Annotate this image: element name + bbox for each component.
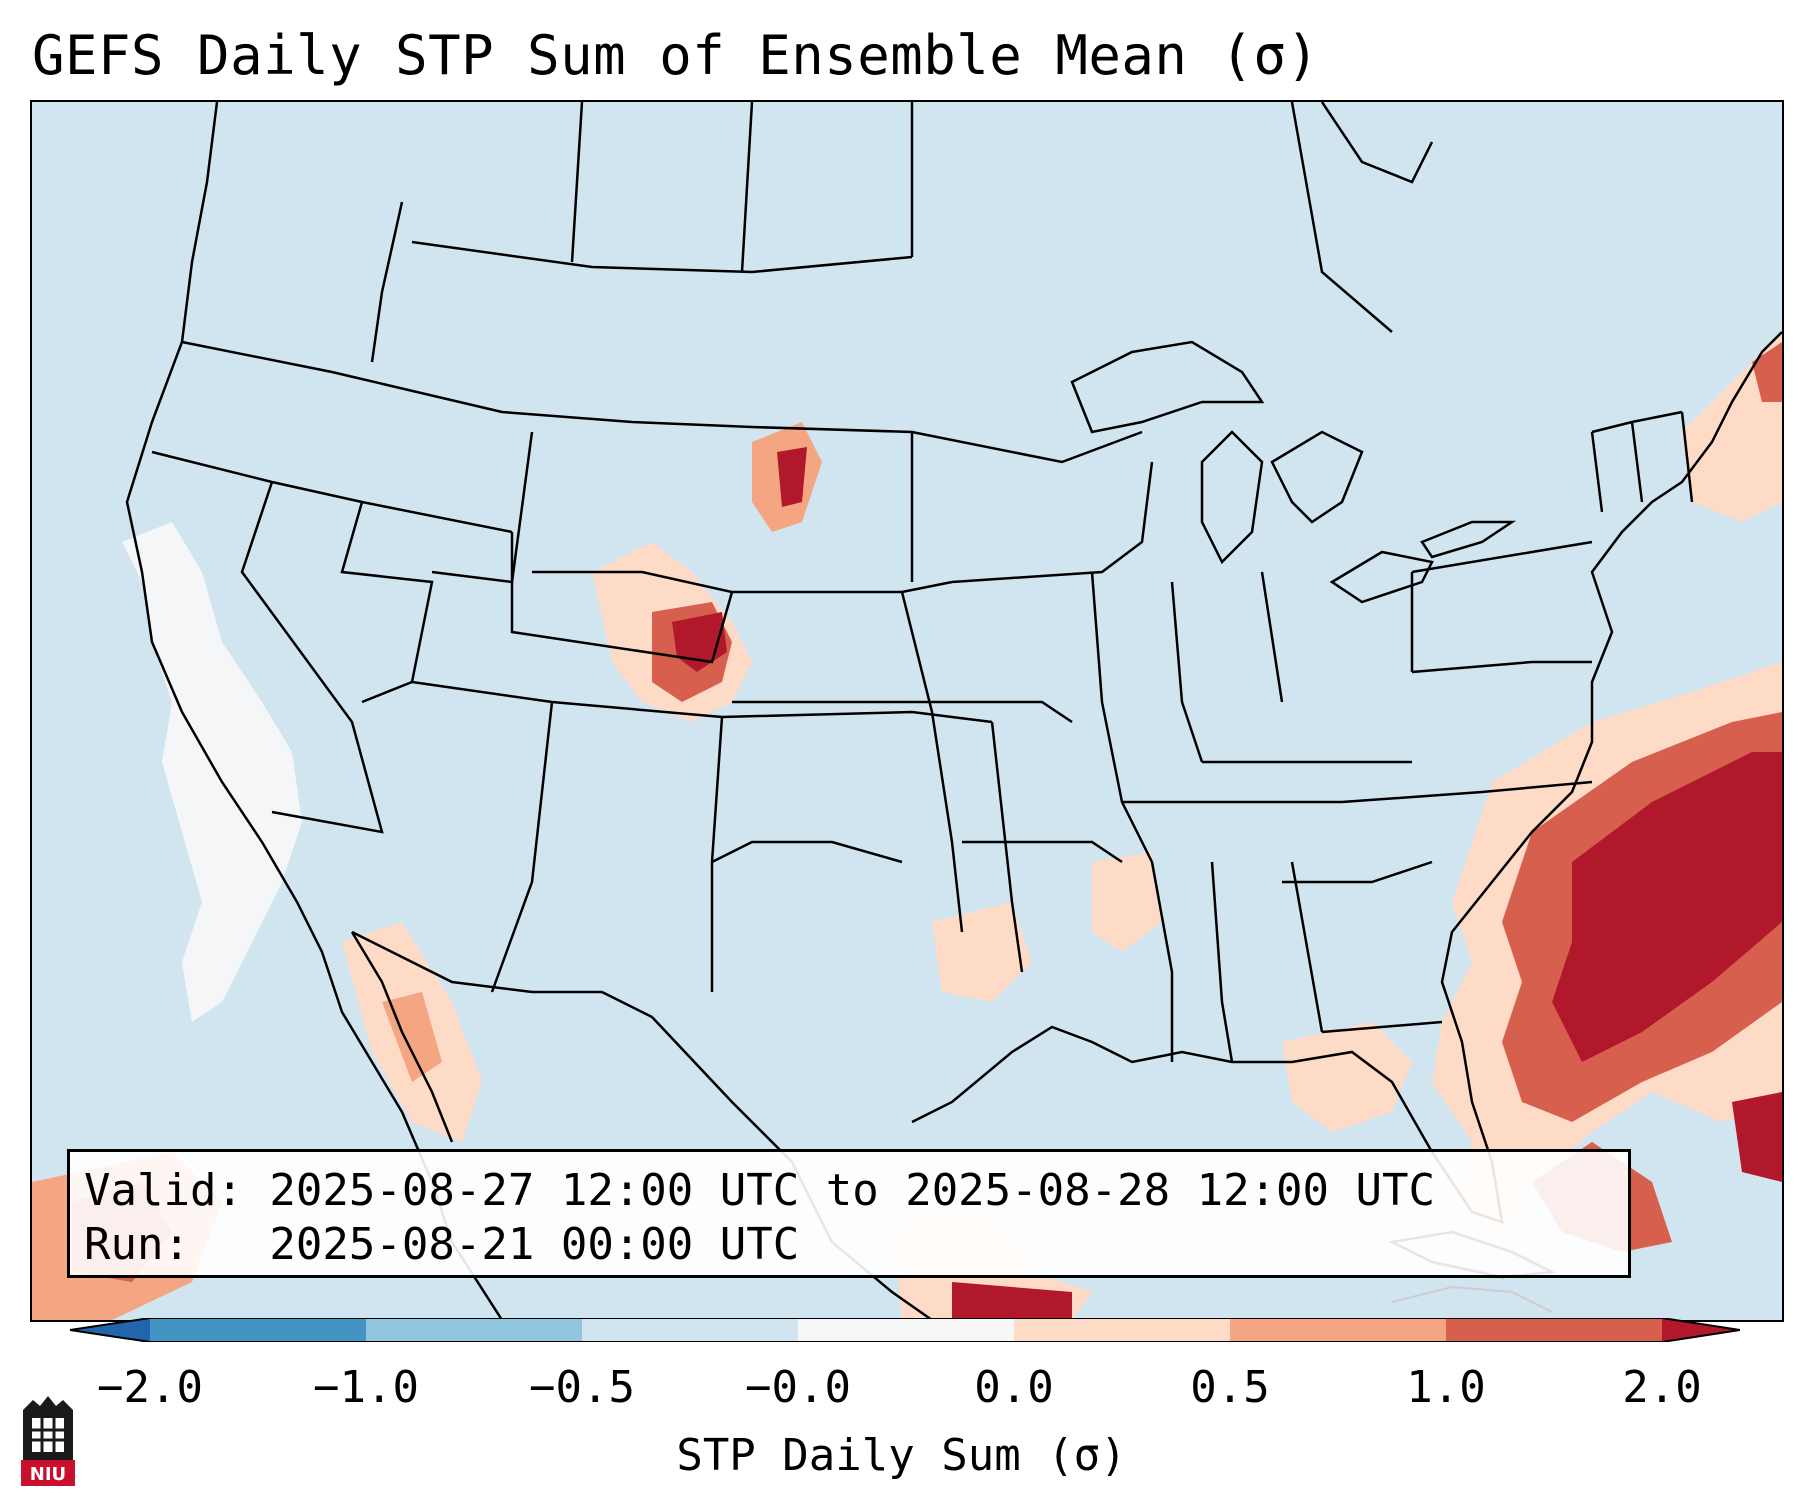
valid-time-line: Valid: 2025-08-27 12:00 UTC to 2025-08-2… bbox=[84, 1165, 1436, 1216]
svg-text:NIU: NIU bbox=[30, 1464, 66, 1485]
colorbar-label: STP Daily Sum (σ) bbox=[676, 1430, 1127, 1481]
cuba-faint bbox=[1391, 1285, 1553, 1313]
niu-logo: NIU bbox=[21, 1396, 75, 1486]
colorbar-min-extend bbox=[70, 1318, 150, 1342]
run-time-line: Run: 2025-08-21 00:00 UTC bbox=[84, 1219, 800, 1270]
colorbar-max-extend bbox=[1662, 1318, 1740, 1342]
colorbar-segment-2 bbox=[366, 1318, 582, 1342]
colorbar-tick-label: 2.0 bbox=[1622, 1362, 1702, 1413]
colorbar bbox=[70, 1318, 1740, 1342]
colorbar-tick-label: 0.0 bbox=[974, 1362, 1054, 1413]
colorbar-segment-4 bbox=[798, 1318, 1014, 1342]
colorbar-segment-3 bbox=[582, 1318, 798, 1342]
colorbar-tick-label: 1.0 bbox=[1406, 1362, 1486, 1413]
colorbar-segment-1 bbox=[150, 1318, 366, 1342]
valid-run-info-box: Valid: 2025-08-27 12:00 UTC to 2025-08-2… bbox=[67, 1149, 1631, 1278]
map-title: GEFS Daily STP Sum of Ensemble Mean (σ) bbox=[32, 24, 1320, 87]
state-borders bbox=[151, 102, 1694, 1063]
colorbar-tick-label: −2.0 bbox=[97, 1362, 203, 1413]
atlantic-stp-patch bbox=[1432, 662, 1782, 1242]
map-canvas bbox=[32, 102, 1782, 1320]
colorbar-tick-label: −1.0 bbox=[313, 1362, 419, 1413]
colorbar-segment-7 bbox=[1446, 1318, 1662, 1342]
colorbar-tick-label: −0.0 bbox=[745, 1362, 851, 1413]
colorbar-tick-label: 0.5 bbox=[1190, 1362, 1270, 1413]
pacific-neutral-patch bbox=[122, 522, 302, 1022]
map-panel bbox=[30, 100, 1784, 1322]
colorbar-segment-6 bbox=[1230, 1318, 1446, 1342]
colorbar-segment-5 bbox=[1014, 1318, 1230, 1342]
gulf-stp-patch bbox=[932, 852, 1412, 1132]
colorbar-tick-label: −0.5 bbox=[529, 1362, 635, 1413]
rockies-stp-patch bbox=[592, 422, 822, 722]
